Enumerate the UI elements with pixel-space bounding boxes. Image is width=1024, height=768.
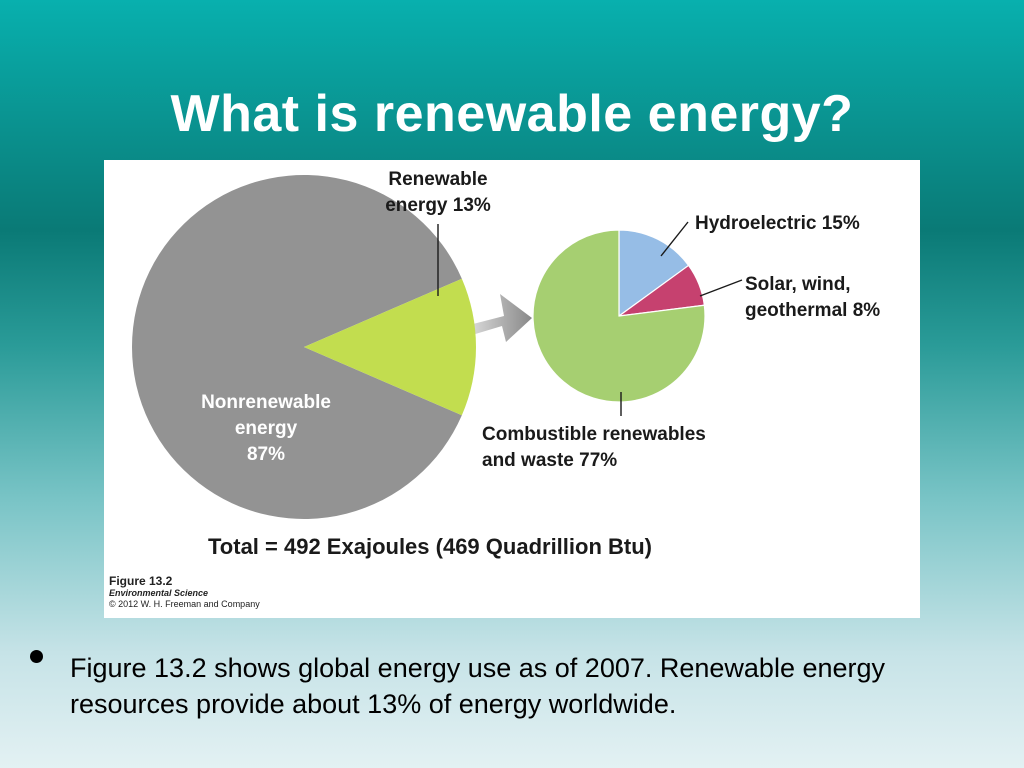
label-combustible-renewables: Combustible renewables and waste 77% <box>482 424 706 471</box>
pie-renewable <box>532 229 706 403</box>
figure-number: Figure 13.2 <box>109 574 173 588</box>
slice-labels: Nonrenewable energy 87% Renewable energy 13%… <box>201 169 880 471</box>
figure-book: Environmental Science <box>109 588 209 598</box>
slice-combustible-renewables <box>532 229 706 403</box>
leader-lines <box>437 221 743 416</box>
figure-caption: Figure 13.2 Environmental Science © 2012… <box>109 574 409 610</box>
bullet-text: Figure 13.2 shows global energy use as o… <box>70 653 886 719</box>
label-combustible-renewables-line: Combustible renewables <box>482 424 706 445</box>
pie-main <box>131 175 476 519</box>
slice-nonrenewable <box>131 175 462 519</box>
label-nonrenewable-line: Nonrenewable <box>201 392 331 413</box>
slice-renewable <box>304 278 476 416</box>
leader-line <box>660 221 689 257</box>
leader-line <box>699 279 743 297</box>
label-renewable-line: Renewable <box>388 169 487 190</box>
label-nonrenewable-line: energy <box>235 418 298 439</box>
label-solar-wind-geothermal-line: Solar, wind, <box>745 274 851 295</box>
label-hydroelectric: Hydroelectric 15% <box>695 213 860 234</box>
label-hydroelectric-line: Hydroelectric 15% <box>695 213 860 234</box>
label-renewable: Renewable energy 13% <box>385 169 491 216</box>
label-solar-wind-geothermal: Solar, wind, geothermal 8% <box>745 274 880 321</box>
figure-copyright: © 2012 W. H. Freeman and Company <box>109 599 260 609</box>
slice-hydroelectric <box>618 229 690 318</box>
label-renewable-line: energy 13% <box>385 195 491 216</box>
label-nonrenewable-line: 87% <box>247 444 285 465</box>
label-combustible-renewables-line: and waste 77% <box>482 450 617 471</box>
label-nonrenewable: Nonrenewable energy 87% <box>201 392 331 465</box>
total-label: Total = 492 Exajoules (469 Quadrillion B… <box>208 534 652 559</box>
energy-pie-charts: Nonrenewable energy 87% Renewable energy 13%… <box>131 169 880 559</box>
figure-panel: Nonrenewable energy 87% Renewable energy 13%… <box>104 160 920 618</box>
slide-title: What is renewable energy? <box>170 85 854 143</box>
bullet-dot <box>30 650 43 663</box>
label-solar-wind-geothermal-line: geothermal 8% <box>745 300 880 321</box>
